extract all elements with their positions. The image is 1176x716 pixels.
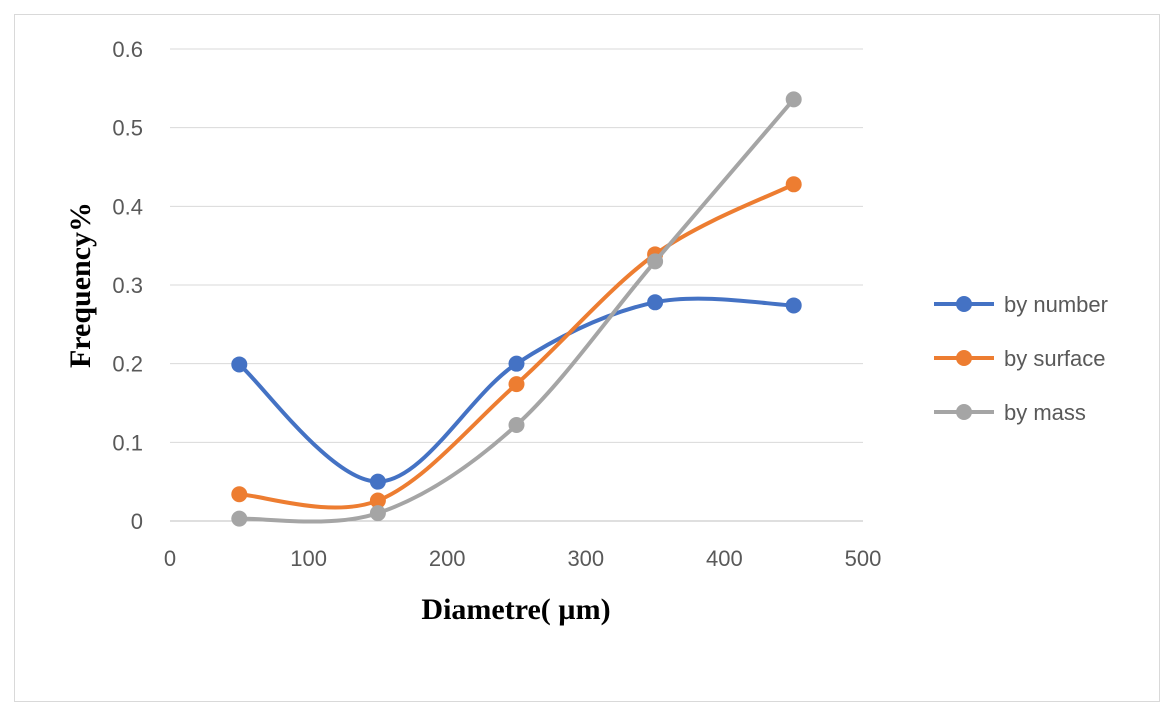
y-tick-label: 0.6 (112, 37, 143, 62)
series-line (237, 97, 796, 524)
legend-swatch-marker (956, 350, 972, 366)
gridlines (170, 48, 863, 522)
x-tick-label: 400 (706, 546, 743, 571)
data-point (647, 294, 664, 311)
y-tick-label: 0.5 (112, 116, 143, 141)
legend-item: by surface (934, 346, 1106, 371)
series-line (237, 182, 796, 510)
data-point (369, 505, 386, 522)
series-by-surface (231, 176, 802, 510)
data-point (231, 510, 248, 527)
data-point (369, 473, 386, 490)
data-point (369, 492, 386, 509)
series-by-number (231, 294, 802, 490)
y-tick-label: 0.4 (112, 194, 143, 219)
legend-swatch-marker (956, 296, 972, 312)
y-tick-label: 0.1 (112, 430, 143, 455)
x-axis-ticks: 0 100 200 300 400 500 (164, 546, 881, 571)
data-point (508, 417, 525, 434)
data-point (508, 376, 525, 393)
x-tick-label: 0 (164, 546, 176, 571)
y-tick-label: 0 (131, 509, 143, 534)
y-tick-label: 0.2 (112, 352, 143, 377)
data-point (785, 297, 802, 314)
x-tick-label: 300 (567, 546, 604, 571)
data-point (785, 176, 802, 193)
y-axis-title: Frequency% (64, 202, 97, 368)
legend: by number by surface by mass (934, 292, 1108, 425)
legend-item: by number (934, 292, 1108, 317)
x-tick-label: 500 (845, 546, 882, 571)
x-tick-label: 200 (429, 546, 466, 571)
data-point (647, 253, 664, 270)
y-tick-label: 0.3 (112, 273, 143, 298)
data-point (785, 91, 802, 108)
data-point (231, 356, 248, 373)
y-axis-ticks: 0 0.1 0.2 0.3 0.4 0.5 0.6 (112, 37, 143, 534)
data-point (231, 486, 248, 503)
legend-label: by surface (1004, 346, 1106, 371)
x-tick-label: 100 (290, 546, 327, 571)
series-by-mass (231, 91, 802, 527)
data-point (508, 355, 525, 372)
legend-item: by mass (934, 400, 1086, 425)
legend-label: by number (1004, 292, 1108, 317)
legend-swatch-marker (956, 404, 972, 420)
x-axis-title: Diametre( µm) (421, 593, 610, 626)
legend-label: by mass (1004, 400, 1086, 425)
series-line (237, 296, 796, 484)
series-group (231, 91, 802, 527)
